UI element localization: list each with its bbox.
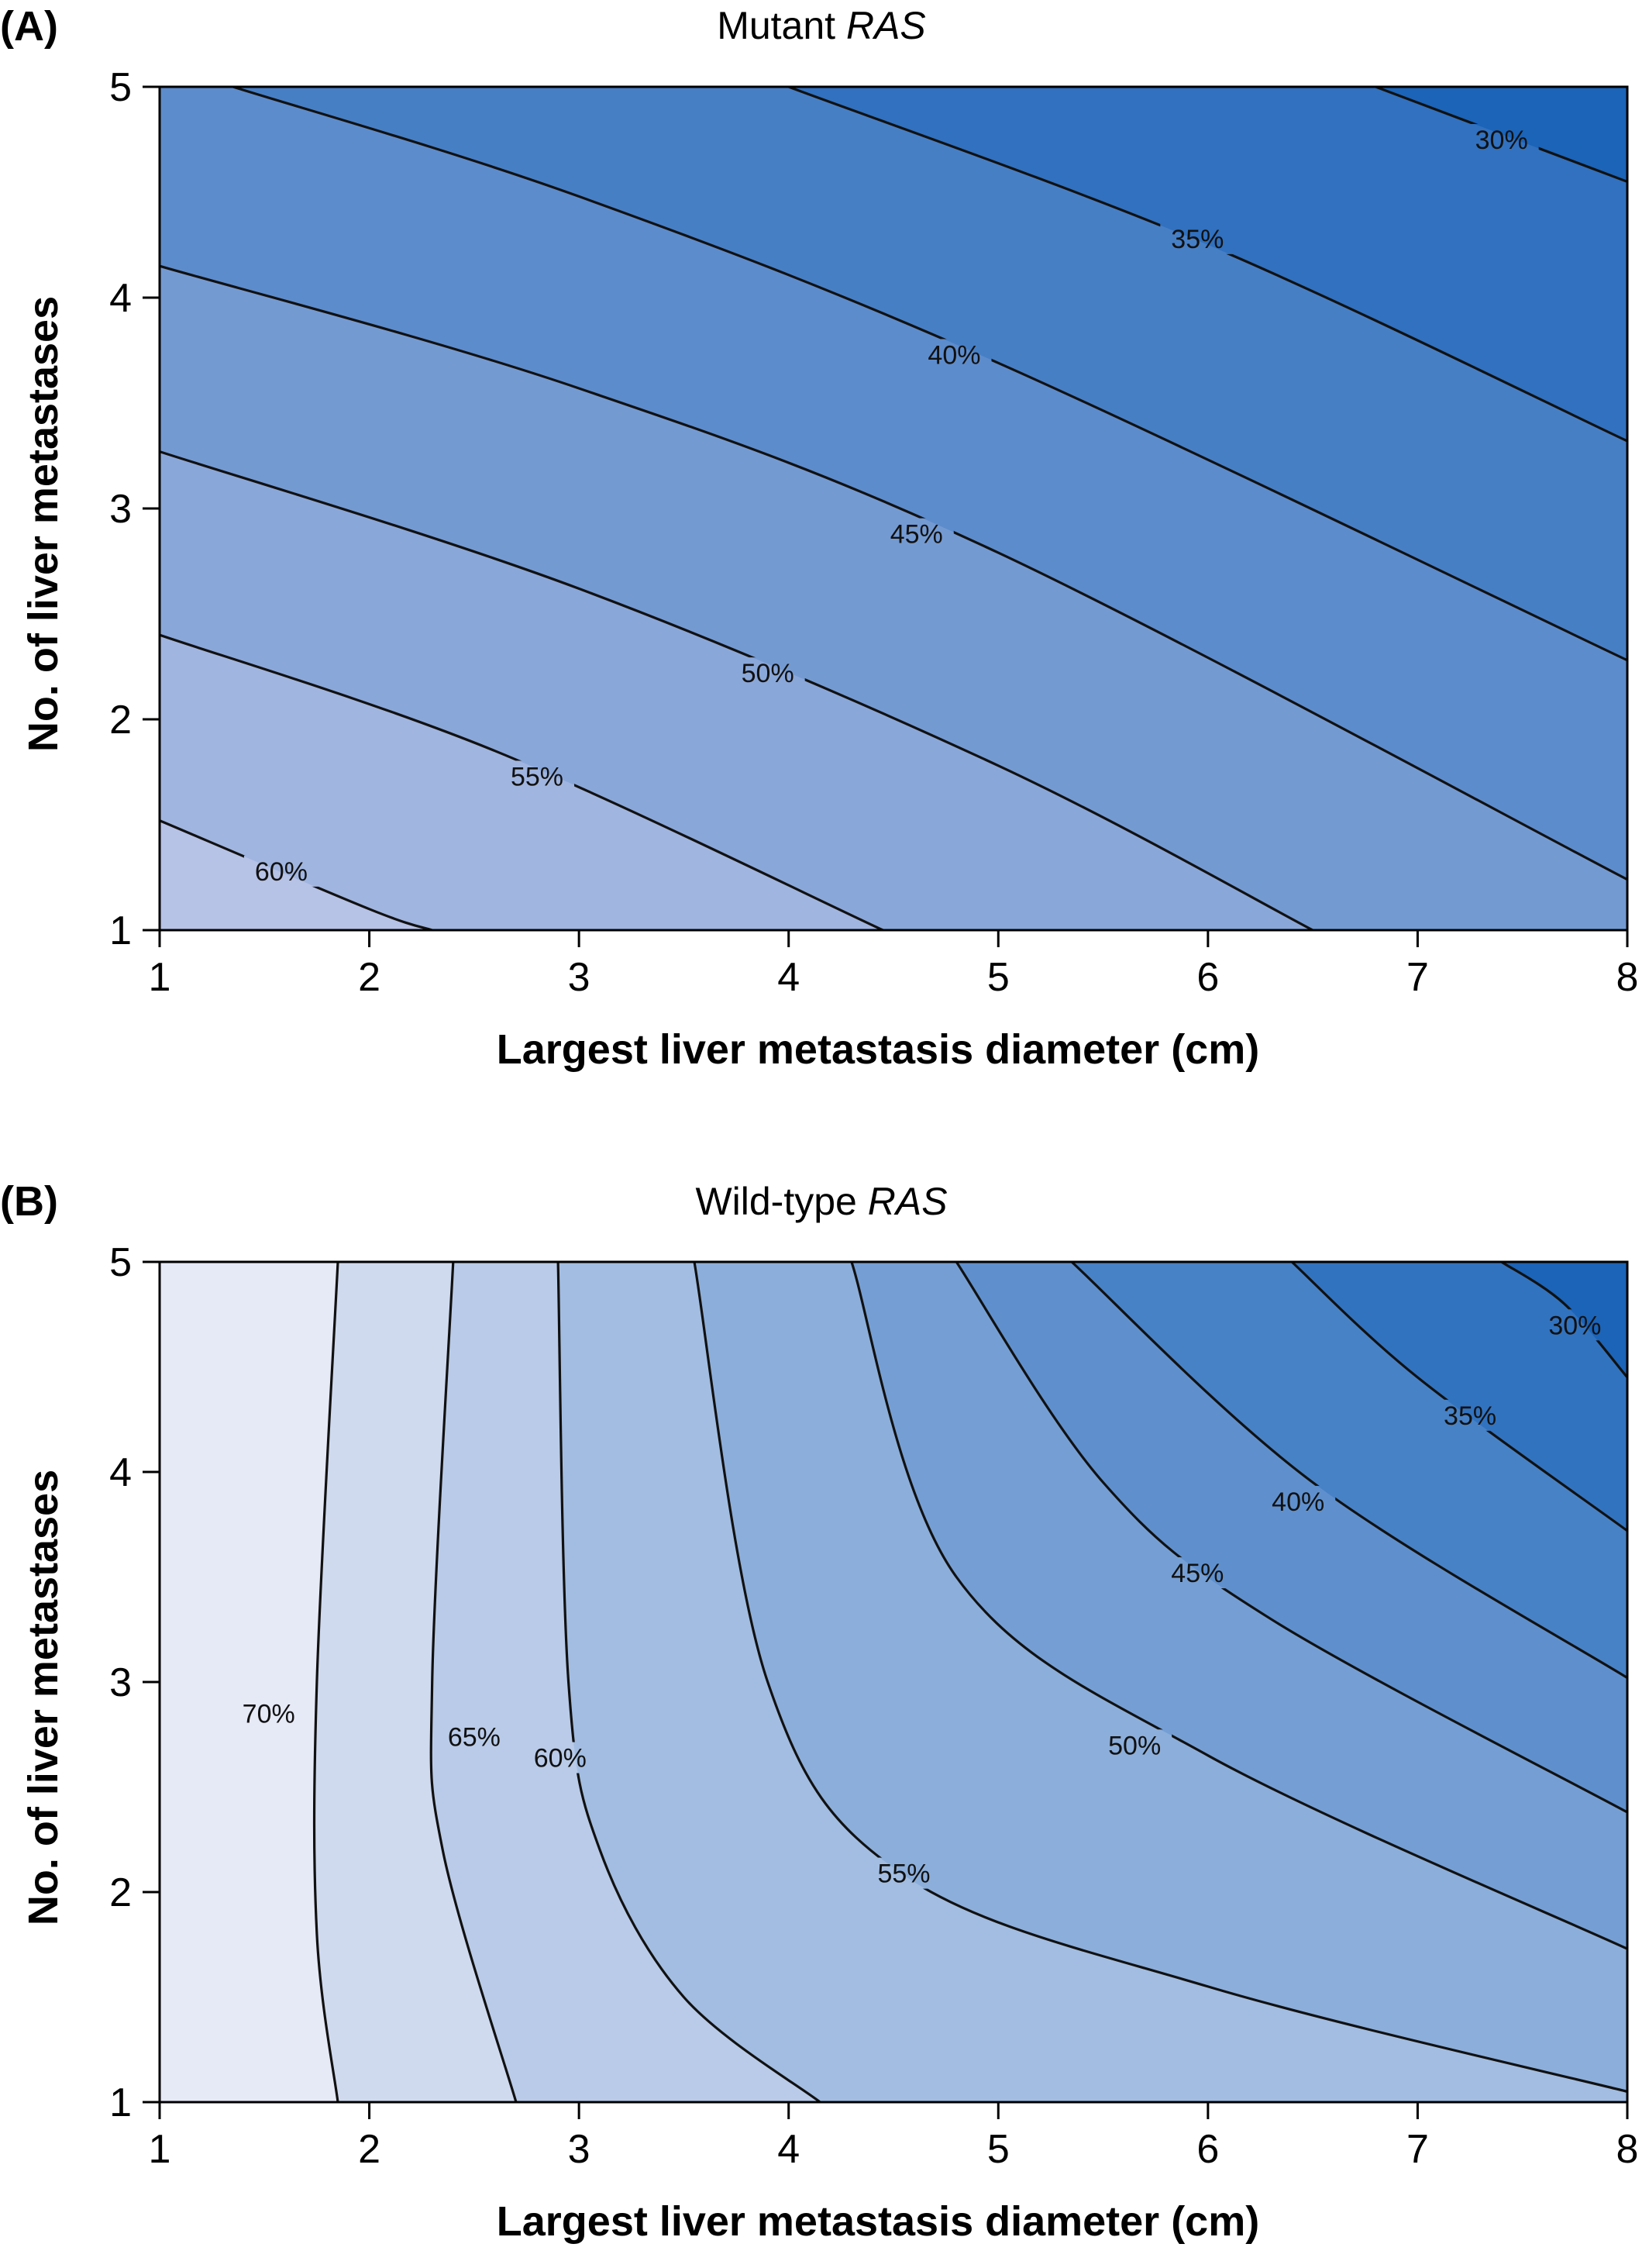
contour-label-45: 45% [1171, 1559, 1224, 1588]
y-tick-label: 3 [109, 1660, 132, 1705]
contour-label-30: 30% [1475, 126, 1528, 155]
x-tick-label: 2 [358, 955, 380, 1000]
contour-label-55: 55% [877, 1860, 930, 1889]
contour-label-30: 30% [1548, 1311, 1601, 1340]
y-tick-label: 1 [109, 908, 132, 953]
y-tick-label: 1 [109, 2080, 132, 2125]
contour-lines [312, 1262, 1627, 2102]
x-tick-label: 6 [1196, 955, 1219, 1000]
contour-line-45 [955, 1262, 1627, 1814]
contour-fills [314, 1262, 1627, 2102]
contour-region-35 [788, 87, 1627, 441]
contour-label-60: 60% [534, 1744, 587, 1773]
contour-label-50: 50% [742, 659, 794, 688]
contour-label-55: 55% [511, 762, 563, 791]
contour-label-35: 35% [1171, 225, 1224, 254]
panel-b: (B) Wild-type RAS 30% 35% 40% 45% 50% 55% 60% 6… [0, 1178, 1638, 2245]
contour-line-40 [1070, 1262, 1627, 1679]
x-tick-label: 4 [777, 955, 800, 1000]
x-tick-label: 5 [987, 955, 1010, 1000]
contour-label-60: 60% [255, 857, 308, 887]
contour-label-70: 70% [243, 1700, 295, 1729]
contour-label-40: 40% [1272, 1487, 1324, 1517]
panel-b-title: Wild-type RAS [695, 1180, 947, 1223]
y-tick-label: 2 [109, 698, 132, 743]
x-tick-label: 3 [568, 955, 590, 1000]
contour-line-60 [556, 1262, 821, 2102]
panel-b-title-prefix: Wild-type [695, 1180, 856, 1223]
panel-b-letter: (B) [0, 1178, 58, 1225]
contour-line-30 [1500, 1262, 1627, 1379]
contour-region-35 [1292, 1262, 1627, 1531]
contour-label-50: 50% [1108, 1731, 1161, 1760]
contour-label-65: 65% [448, 1722, 501, 1752]
contour-line-60 [160, 819, 433, 930]
contour-line-35 [788, 87, 1627, 443]
y-tick-label: 4 [109, 1450, 132, 1495]
y-axis-label: No. of liver metastases [20, 1470, 67, 1925]
contour-label-35: 35% [1444, 1401, 1496, 1431]
contour-line-70 [312, 1262, 339, 2102]
contour-line-30 [1375, 87, 1627, 183]
y-tick-label: 2 [109, 1870, 132, 1915]
y-tick-label: 5 [109, 65, 132, 110]
x-tick-label: 8 [1616, 955, 1639, 1000]
contour-line-55 [693, 1262, 1627, 2093]
y-tick-label: 5 [109, 1240, 132, 1285]
contour-label-40: 40% [928, 340, 980, 370]
panel-a-title-italic: RAS [846, 4, 926, 47]
contour-fills [160, 87, 1627, 930]
contour-lines [160, 87, 1627, 930]
x-axis-label: Largest liver metastasis diameter (cm) [497, 2198, 1259, 2245]
y-tick-label: 4 [109, 276, 132, 321]
panel-a-plot: 30% 35% 40% 45% 50% 55% 60% 1 2 3 4 5 6 7 8 1 2 3 4 5 Larges… [20, 65, 1638, 1073]
x-tick-label: 4 [777, 2127, 800, 2172]
contour-region-30 [1501, 1262, 1627, 1377]
contour-label-45: 45% [890, 520, 943, 550]
panel-a-title: Mutant RAS [717, 4, 926, 47]
y-axis-label: No. of liver metastases [20, 296, 67, 752]
contour-line-50 [160, 450, 1313, 930]
x-tick-label: 2 [358, 2127, 380, 2172]
panel-b-plot: 30% 35% 40% 45% 50% 55% 60% 65% 70% 1 2 3 4 5 6 7 8 1 2 3 4 5… [20, 1240, 1638, 2245]
x-tick-label: 7 [1406, 955, 1429, 1000]
x-axis-label: Largest liver metastasis diameter (cm) [497, 1026, 1259, 1073]
x-tick-label: 6 [1196, 2127, 1219, 2172]
x-tick-label: 5 [987, 2127, 1010, 2172]
panel-a: (A) Mutant RAS 30% 35% 40% 45% 50% 55% 60% 1 2 3 4… [0, 3, 1638, 1073]
contour-line-35 [1291, 1262, 1627, 1532]
contour-line-40 [232, 87, 1627, 662]
panel-a-letter: (A) [0, 3, 58, 50]
x-tick-label: 1 [149, 955, 171, 1000]
contour-line-50 [850, 1262, 1627, 1950]
x-tick-label: 1 [149, 2127, 171, 2172]
panel-b-title-italic: RAS [868, 1180, 948, 1223]
x-tick-label: 8 [1616, 2127, 1639, 2172]
panel-a-title-prefix: Mutant [717, 4, 835, 47]
x-tick-label: 3 [568, 2127, 590, 2172]
contour-line-65 [429, 1262, 518, 2102]
x-tick-label: 7 [1406, 2127, 1429, 2172]
y-tick-label: 3 [109, 487, 132, 532]
contour-line-55 [160, 633, 884, 930]
contour-line-45 [160, 264, 1627, 881]
